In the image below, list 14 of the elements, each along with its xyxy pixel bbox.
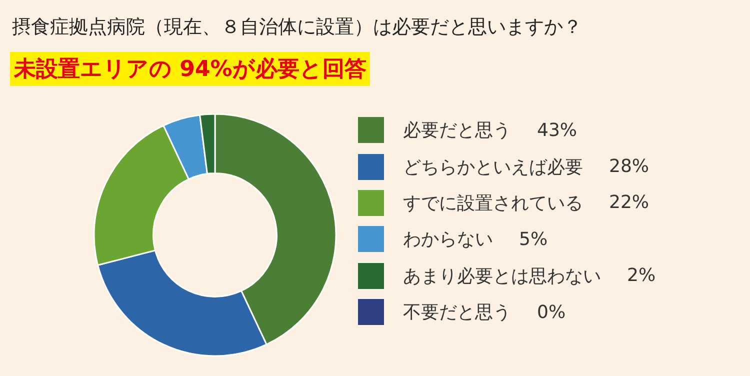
legend-label: すでに設置されている <box>403 192 583 215</box>
data-label: 28% <box>609 156 650 178</box>
text: 0% <box>537 302 566 323</box>
legend-label: あまり必要とは思わない <box>403 264 601 288</box>
legend-label: 必要だと思う <box>403 119 511 142</box>
data-label: 5% <box>519 228 548 250</box>
data-label: 2% <box>627 265 656 286</box>
legend-label: わからない <box>403 228 493 252</box>
data-label: 22% <box>609 192 650 214</box>
chart-title: 摂食症拠点病院（現在、８自治体に設置）は必要だと思いますか？ <box>12 15 582 40</box>
legend-label: 不要だと思う <box>403 301 511 324</box>
legend-label: どちらかといえば必要 <box>403 156 583 179</box>
chart-subtitle: 未設置エリアの 94%が必要と回答 <box>10 52 370 86</box>
data-label: 43% <box>537 120 578 141</box>
